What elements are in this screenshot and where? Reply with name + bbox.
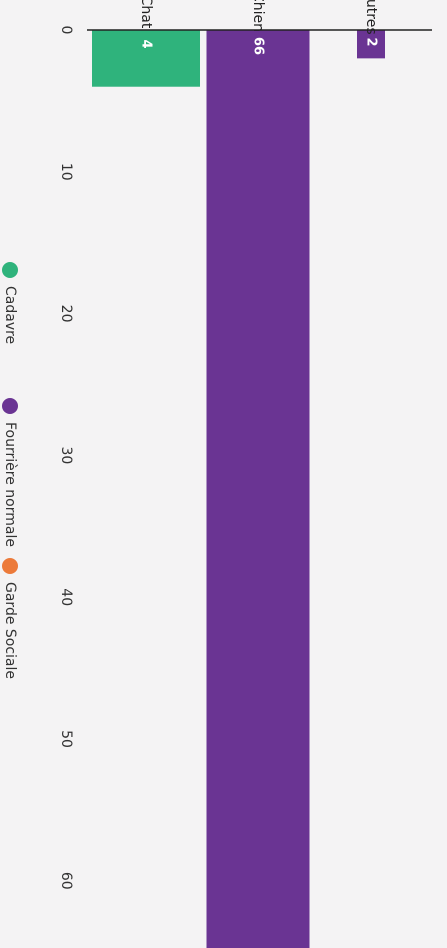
tick-label-40: 40 xyxy=(58,588,74,606)
category-label-chien: Chien xyxy=(250,0,266,32)
tick-label-30: 30 xyxy=(58,446,74,464)
value-axis-ticks: 0 10 20 30 40 50 60 xyxy=(58,26,74,890)
tick-label-0: 0 xyxy=(58,26,74,35)
tick-label-60: 60 xyxy=(58,872,74,890)
bar-chien-fourriere-normale xyxy=(206,30,310,948)
legend-swatch-fourriere-normale xyxy=(2,398,18,414)
category-label-autres: Autres xyxy=(363,0,379,35)
legend-label-garde-sociale: Garde Sociale xyxy=(2,582,18,679)
legend-label-cadavre: Cadavre xyxy=(2,286,18,344)
bar-chat-cadavre xyxy=(92,30,200,87)
legend-swatch-cadavre xyxy=(2,262,18,278)
legend: Cadavre Fourrière normale Garde Sociale xyxy=(2,262,18,679)
legend-swatch-garde-sociale xyxy=(2,558,18,574)
bar-autres-fourriere-normale xyxy=(357,30,385,59)
tick-label-20: 20 xyxy=(58,305,74,323)
data-label-chien: 66 xyxy=(251,37,266,55)
category-labels: Chat Chien Autres xyxy=(138,0,379,35)
data-label-autres: 2 xyxy=(364,37,379,46)
data-label-chat: 4 xyxy=(139,39,154,48)
legend-label-fourriere-normale: Fourrière normale xyxy=(2,422,18,547)
category-label-chat: Chat xyxy=(138,0,154,29)
tick-label-50: 50 xyxy=(58,730,74,748)
bars-layer: 46621 xyxy=(92,30,385,948)
tick-label-10: 10 xyxy=(58,163,74,181)
